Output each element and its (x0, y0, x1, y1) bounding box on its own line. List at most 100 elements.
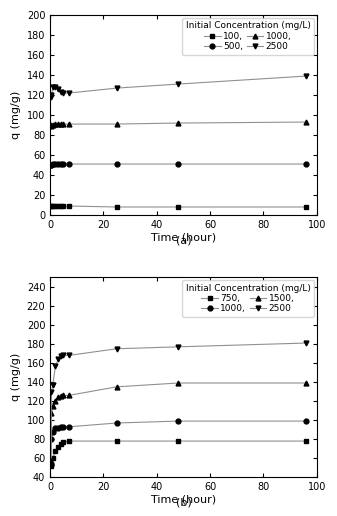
Text: (a): (a) (176, 236, 191, 246)
2500 (67, 90, 71, 96)
1000, (51, 428, 55, 434)
1500, (51, 403, 55, 409)
750, (304, 438, 308, 444)
1000, (56, 425, 60, 431)
1500, (56, 394, 60, 400)
2500 (115, 346, 119, 352)
2500 (61, 90, 65, 96)
X-axis label: Time (hour): Time (hour) (151, 233, 216, 243)
1500, (54, 398, 58, 404)
500, (67, 161, 71, 167)
750, (56, 444, 60, 450)
500, (54, 161, 58, 167)
500, (115, 161, 119, 167)
1000, (54, 121, 58, 127)
100, (304, 204, 308, 210)
750, (67, 438, 71, 444)
750, (54, 447, 58, 454)
500, (50, 162, 54, 168)
2500 (51, 382, 55, 388)
2500 (304, 340, 308, 346)
2500 (61, 352, 65, 359)
1500, (50, 409, 54, 415)
1000, (50, 436, 54, 442)
2500 (54, 84, 58, 90)
750, (115, 438, 119, 444)
2500 (56, 86, 60, 92)
100, (67, 203, 71, 209)
1000, (50, 122, 54, 128)
1000, (59, 121, 63, 127)
1000, (49, 123, 53, 129)
Legend: 100,, 500,, 1000,, 2500: 100,, 500,, 1000,, 2500 (182, 18, 314, 55)
1000, (304, 119, 308, 125)
Line: 1000,: 1000, (49, 120, 308, 128)
100, (61, 203, 65, 209)
500, (49, 162, 53, 168)
Y-axis label: q (mg/g): q (mg/g) (11, 353, 21, 401)
2500 (49, 94, 53, 100)
1500, (115, 384, 119, 390)
500, (51, 161, 55, 167)
500, (56, 161, 60, 167)
500, (176, 161, 180, 167)
750, (49, 463, 53, 469)
X-axis label: Time (hour): Time (hour) (151, 495, 216, 505)
100, (49, 203, 53, 209)
750, (51, 455, 55, 461)
2500 (304, 73, 308, 79)
2500 (67, 352, 71, 359)
1000, (49, 461, 53, 467)
1000, (176, 418, 180, 424)
1000, (56, 121, 60, 127)
2500 (56, 356, 60, 362)
1000, (61, 121, 65, 127)
2500 (176, 344, 180, 350)
500, (304, 161, 308, 167)
Line: 2500: 2500 (49, 341, 308, 463)
1500, (49, 460, 53, 466)
750, (50, 461, 54, 467)
Line: 500,: 500, (49, 162, 308, 168)
1000, (51, 122, 55, 128)
2500 (176, 81, 180, 87)
1000, (115, 420, 119, 426)
100, (50, 203, 54, 209)
Line: 2500: 2500 (49, 74, 308, 100)
1000, (115, 121, 119, 127)
Line: 750,: 750, (49, 439, 308, 468)
Y-axis label: q (mg/g): q (mg/g) (11, 91, 21, 139)
2500 (59, 353, 63, 360)
500, (61, 161, 65, 167)
2500 (51, 84, 55, 90)
750, (176, 438, 180, 444)
2500 (54, 363, 58, 369)
1000, (176, 120, 180, 126)
Line: 100,: 100, (49, 204, 308, 209)
100, (115, 204, 119, 210)
Line: 1500,: 1500, (49, 381, 308, 465)
750, (59, 441, 63, 447)
2500 (115, 85, 119, 91)
Line: 1000,: 1000, (49, 418, 308, 466)
750, (61, 439, 65, 445)
100, (59, 203, 63, 209)
100, (56, 203, 60, 209)
2500 (50, 389, 54, 395)
1500, (67, 392, 71, 398)
1000, (67, 121, 71, 127)
2500 (50, 92, 54, 98)
1500, (176, 380, 180, 386)
1000, (54, 425, 58, 431)
2500 (49, 458, 53, 464)
1500, (59, 393, 63, 399)
1500, (61, 392, 65, 398)
2500 (59, 89, 63, 95)
1000, (59, 424, 63, 430)
Legend: 750,, 1000,, 1500,, 2500: 750,, 1000,, 1500,, 2500 (182, 280, 314, 317)
Text: (b): (b) (176, 498, 191, 508)
1500, (304, 380, 308, 386)
1000, (67, 424, 71, 430)
100, (51, 203, 55, 209)
500, (59, 161, 63, 167)
